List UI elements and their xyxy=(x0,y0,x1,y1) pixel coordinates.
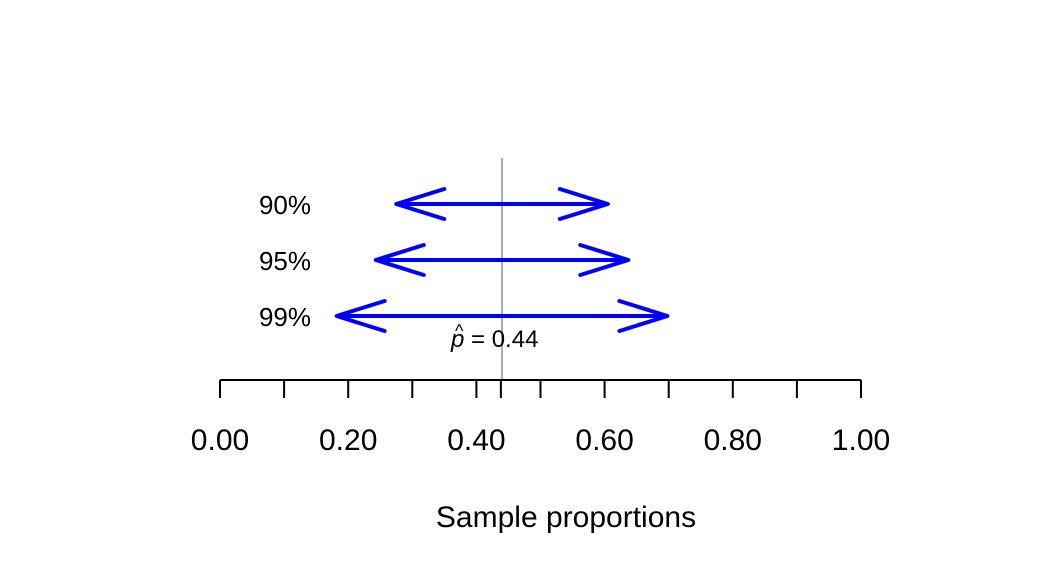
x-tick-label: 0.20 xyxy=(319,424,377,457)
x-tick-label: 0.40 xyxy=(447,424,505,457)
interval-90-pct: 90% xyxy=(259,187,610,221)
intervals-group: 90% 95% 99% xyxy=(259,187,670,333)
x-axis: 0.00 0.20 0.40 0.60 0.80 1.00 xyxy=(191,379,890,457)
x-tick-label: 1.00 xyxy=(832,424,890,457)
p-hat-caret: ^ xyxy=(455,321,464,341)
x-tick-label: 0.00 xyxy=(191,424,249,457)
estimate-label: p = 0.44 xyxy=(450,326,538,353)
interval-label: 99% xyxy=(259,302,311,332)
left-arrowhead xyxy=(334,299,387,333)
right-arrowhead xyxy=(557,187,610,221)
right-arrowhead xyxy=(578,243,631,277)
x-tick-label: 0.60 xyxy=(575,424,633,457)
interval-label: 95% xyxy=(259,246,311,276)
x-tick-label: 0.80 xyxy=(704,424,762,457)
left-arrowhead xyxy=(373,243,426,277)
x-axis-title: Sample proportions xyxy=(436,501,696,534)
interval-99-pct: 99% xyxy=(259,299,670,333)
estimate-value-text: = 0.44 xyxy=(464,326,538,353)
left-arrowhead xyxy=(394,187,447,221)
right-arrowhead xyxy=(617,299,670,333)
p-hat-symbol: p xyxy=(450,326,464,353)
x-axis-ticks xyxy=(219,380,862,398)
interval-label: 90% xyxy=(259,190,311,220)
interval-95-pct: 95% xyxy=(259,243,631,277)
x-axis-tick-labels: 0.00 0.20 0.40 0.60 0.80 1.00 xyxy=(191,424,890,457)
